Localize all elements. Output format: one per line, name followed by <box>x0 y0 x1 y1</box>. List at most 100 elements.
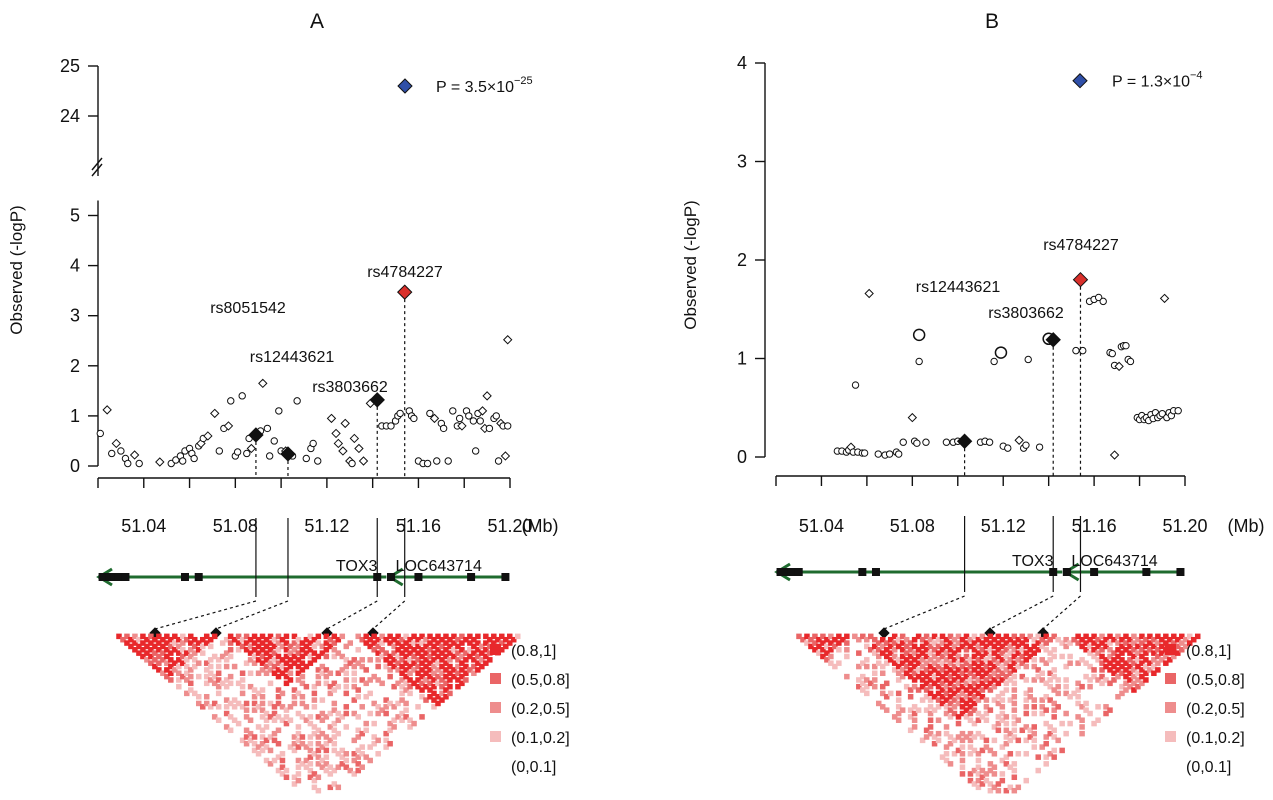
ld-cell <box>439 643 445 650</box>
ld-cell <box>307 633 314 640</box>
ld-cell <box>375 710 381 717</box>
exon-mark <box>105 573 114 581</box>
ld-cell <box>168 663 174 670</box>
ld-cell <box>355 734 361 740</box>
ld-cell <box>1115 673 1121 680</box>
ld-cell <box>919 677 926 683</box>
ld-cell <box>987 673 994 680</box>
ld-cell <box>820 633 826 640</box>
snp-ld-connector <box>215 600 289 630</box>
ld-cell <box>323 767 330 774</box>
ld-cell <box>323 647 330 653</box>
snp-highlight-rs3803662 <box>1045 332 1061 348</box>
snp-label: rs4784227 <box>367 264 443 281</box>
ld-cell <box>927 650 934 656</box>
ld-cell <box>967 677 974 683</box>
ld-cell <box>259 687 266 693</box>
ld-cell <box>927 677 934 683</box>
snp-label: rs12443621 <box>916 279 1001 296</box>
ld-cell <box>423 670 429 677</box>
y-tick-label: 0 <box>70 456 80 476</box>
ld-cell <box>275 727 282 734</box>
ld-cell <box>395 653 401 660</box>
snp-point <box>326 413 337 424</box>
ld-cell <box>907 647 914 653</box>
ld-cell <box>359 764 365 770</box>
ld-cell <box>415 663 421 670</box>
ld-cell <box>295 744 302 750</box>
ld-cell <box>1043 754 1049 760</box>
ld-cell <box>307 767 314 774</box>
ld-cell <box>331 781 338 787</box>
exon-mark <box>1142 568 1151 576</box>
ld-cell <box>951 697 958 703</box>
ld-cell <box>1063 677 1069 683</box>
ld-cell <box>995 787 1002 794</box>
ld-cell <box>1067 660 1073 666</box>
ld-cell <box>979 734 986 740</box>
snp-point <box>1014 435 1024 445</box>
ld-cell <box>447 677 453 683</box>
ld-cell <box>487 636 493 643</box>
ld-cell <box>231 704 238 710</box>
ld-cell <box>355 633 361 640</box>
ld-cell <box>435 647 441 653</box>
ld-cell <box>1043 740 1049 747</box>
ld-cell <box>999 670 1006 677</box>
snp-point <box>387 422 395 430</box>
ld-cell <box>804 640 810 646</box>
ld-cell <box>911 670 918 677</box>
ld-cell <box>935 643 942 650</box>
ld-cell <box>263 636 270 643</box>
ld-cell <box>963 700 970 707</box>
exon-mark <box>501 573 510 581</box>
ld-cell <box>947 714 954 720</box>
ld-cell <box>435 633 441 640</box>
ld-cell <box>227 633 234 640</box>
ld-cell <box>1003 647 1010 653</box>
ld-cell <box>1127 677 1133 683</box>
ld-cell <box>975 657 982 663</box>
ld-cell <box>991 663 998 670</box>
ld-cell <box>176 657 182 663</box>
ld-cell <box>427 653 433 660</box>
ld-cell <box>447 663 453 670</box>
exon-mark <box>414 573 423 581</box>
ld-cell <box>343 710 350 717</box>
ld-cell <box>375 751 381 757</box>
ld-cell <box>447 643 453 650</box>
ld-cell <box>1087 650 1093 656</box>
snp-point <box>1126 357 1135 366</box>
ld-cell <box>1143 657 1149 663</box>
ld-cell <box>427 667 433 673</box>
ld-cell <box>431 704 437 710</box>
ld-cell <box>1015 643 1022 650</box>
ld-cell <box>1135 643 1141 650</box>
ld-cell <box>1019 633 1026 640</box>
ld-cell <box>883 660 890 666</box>
ld-cell <box>943 751 950 757</box>
ld-cell <box>387 660 393 666</box>
ld-cell <box>431 683 437 690</box>
ld-cell <box>899 640 906 646</box>
ld-cell <box>939 680 946 687</box>
ld-cell <box>391 704 397 710</box>
ld-cell <box>156 633 162 640</box>
ld-cell <box>1083 673 1089 680</box>
ld-cell <box>1131 647 1137 653</box>
ld-cell <box>319 670 326 677</box>
ld-cell <box>331 720 338 727</box>
ld-cell <box>1023 751 1030 757</box>
ld-cell <box>164 660 170 666</box>
ld-cell <box>363 667 369 673</box>
ld-cell <box>911 650 918 656</box>
ld-cell <box>983 677 990 683</box>
ld-cell <box>263 710 270 717</box>
ld-cell <box>1043 633 1049 640</box>
ld-cell <box>1015 663 1022 670</box>
ld-cell <box>188 673 194 680</box>
ld-cell <box>995 720 1002 727</box>
ld-cell <box>975 777 982 784</box>
ld-cell <box>1043 761 1049 767</box>
ld-cell <box>963 693 970 700</box>
